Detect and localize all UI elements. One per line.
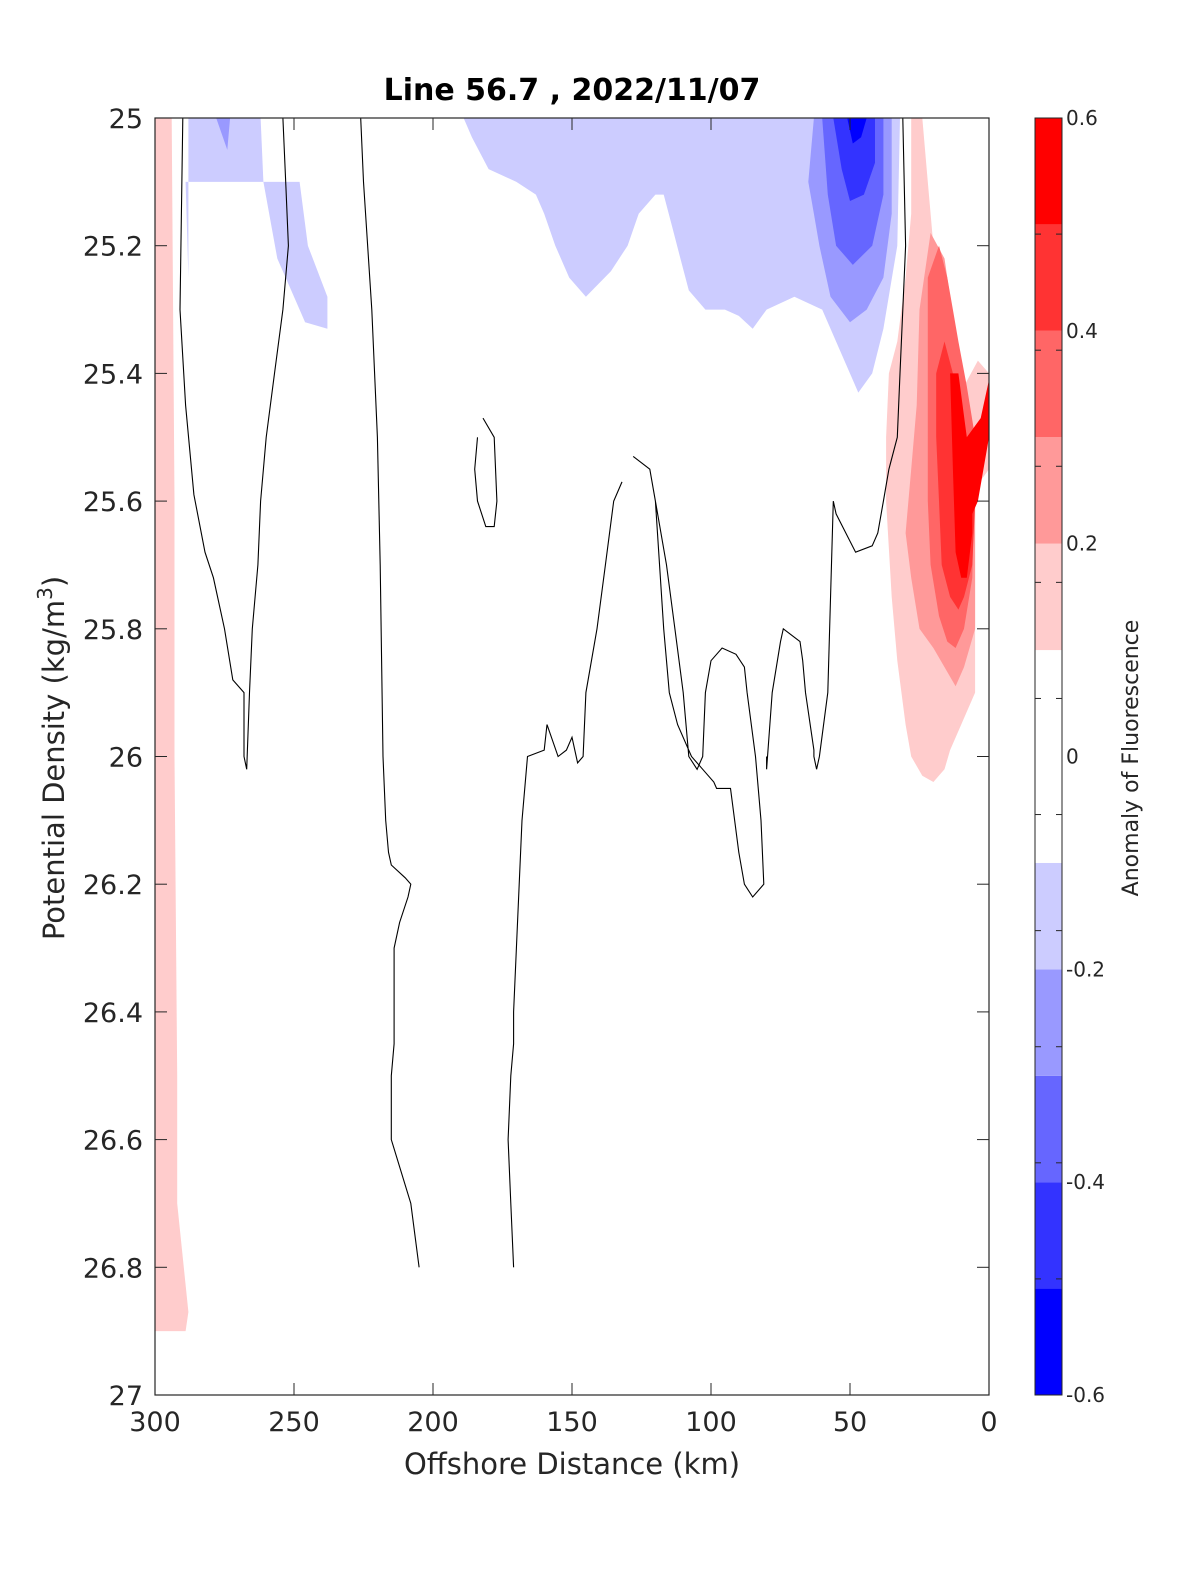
colorbar-band-1 <box>1035 1182 1062 1289</box>
filled-region-6 <box>833 118 875 201</box>
y-tick-label: 26 <box>109 743 143 774</box>
y-tick-label: 26.8 <box>83 1253 143 1284</box>
y-tick-label: 26.4 <box>83 998 143 1029</box>
colorbar-band-8 <box>1035 330 1062 438</box>
filled-contours <box>155 118 989 1332</box>
x-tick-label: 50 <box>833 1407 867 1438</box>
filled-region-12 <box>950 373 989 578</box>
colorbar-bands <box>1035 118 1062 1395</box>
y-axis-label-superscript: 3 <box>33 587 57 600</box>
x-tick-label: 150 <box>546 1407 598 1438</box>
filled-region-2 <box>216 118 231 150</box>
contour-line-2 <box>474 417 498 528</box>
y-axis-label-main: Potential Density (kg/m <box>37 600 71 940</box>
filled-region-7 <box>847 118 867 144</box>
colorbar-band-2 <box>1035 1075 1062 1183</box>
colorbar-tick-label: 0.4 <box>1066 319 1098 343</box>
colorbar-band-9 <box>1035 224 1062 331</box>
colorbar-frame <box>1034 117 1063 1396</box>
colorbar-tick-label: 0.2 <box>1066 532 1098 556</box>
y-axis-label: Potential Density (kg/m3) <box>33 576 71 940</box>
y-axis-label-tail: ) <box>37 576 71 587</box>
colorbar-band-4 <box>1035 862 1062 970</box>
contour-line-1 <box>360 117 420 1268</box>
contour-line-0 <box>179 117 289 770</box>
colorbar-band-7 <box>1035 437 1062 544</box>
chart-title: Line 56.7 , 2022/11/07 <box>384 73 761 108</box>
colorbar-band-3 <box>1035 969 1062 1076</box>
x-tick-label: 0 <box>980 1407 997 1438</box>
filled-region-3 <box>463 118 900 393</box>
y-tick-label: 25.8 <box>83 615 143 646</box>
contour-line-3 <box>632 455 765 898</box>
colorbar-band-5 <box>1035 650 1062 863</box>
y-tick-label: 26.2 <box>83 870 143 901</box>
colorbar-band-10 <box>1035 118 1062 225</box>
colorbar-tick-label: 0 <box>1066 745 1079 769</box>
y-tick-label: 25.4 <box>83 359 143 390</box>
filled-region-1 <box>185 118 328 329</box>
colorbar-tick-label: 0.6 <box>1066 106 1098 130</box>
y-tick-label: 25.2 <box>83 232 143 263</box>
x-tick-label: 200 <box>407 1407 459 1438</box>
colorbar: -0.6 -0.4 -0.2 0 0.2 0.4 0.6 <box>1034 106 1105 1407</box>
contour-line-5 <box>766 117 907 770</box>
plot-area: 300 250 200 150 100 50 0 2525.225.425.625.8262… <box>83 104 998 1438</box>
x-tick-label: 100 <box>685 1407 737 1438</box>
x-tick-label: 250 <box>268 1407 320 1438</box>
contour-line-4 <box>507 481 623 1268</box>
y-tick-label: 25.6 <box>83 487 143 518</box>
colorbar-band-0 <box>1035 1288 1062 1395</box>
x-axis-label: Offshore Distance (km) <box>404 1447 740 1481</box>
colorbar-band-6 <box>1035 543 1062 651</box>
colorbar-tick-label: -0.2 <box>1066 957 1105 981</box>
colorbar-label: Anomaly of Fluorescence <box>1119 620 1144 897</box>
y-tick-label: 27 <box>109 1381 143 1412</box>
x-ticks: 300 250 200 150 100 50 0 <box>129 118 998 1438</box>
colorbar-tick-label: -0.4 <box>1066 1170 1105 1194</box>
x-tick-label: 300 <box>129 1407 181 1438</box>
colorbar-ticks: -0.6 -0.4 -0.2 0 0.2 0.4 0.6 <box>1035 106 1105 1407</box>
y-ticks: 25 25.2 25.4 25.6 25.8 26 26.2 26.4 26.6 26.8 27 <box>83 104 989 1412</box>
filled-region-0 <box>155 118 189 1332</box>
y-tick-label: 25 <box>109 104 143 135</box>
colorbar-tick-label: -0.6 <box>1066 1383 1105 1407</box>
zero-contour-lines <box>179 117 907 1268</box>
y-tick-label: 26.6 <box>83 1126 143 1157</box>
